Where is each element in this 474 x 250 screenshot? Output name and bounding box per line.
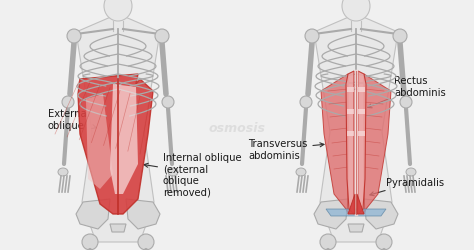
Polygon shape bbox=[314, 17, 398, 242]
Circle shape bbox=[67, 30, 81, 44]
Polygon shape bbox=[348, 224, 364, 232]
Polygon shape bbox=[110, 224, 126, 232]
Circle shape bbox=[400, 96, 412, 108]
Polygon shape bbox=[78, 75, 153, 214]
Polygon shape bbox=[110, 85, 138, 194]
Polygon shape bbox=[86, 94, 113, 189]
Polygon shape bbox=[321, 75, 348, 214]
Polygon shape bbox=[364, 75, 391, 214]
Ellipse shape bbox=[342, 0, 370, 22]
Polygon shape bbox=[314, 199, 348, 229]
Circle shape bbox=[376, 234, 392, 250]
Circle shape bbox=[320, 234, 336, 250]
Ellipse shape bbox=[58, 168, 68, 176]
Circle shape bbox=[393, 30, 407, 44]
Text: External
oblique: External oblique bbox=[48, 109, 96, 130]
Circle shape bbox=[305, 30, 319, 44]
Circle shape bbox=[162, 96, 174, 108]
Text: Transversus
abdominis: Transversus abdominis bbox=[248, 139, 324, 160]
Circle shape bbox=[155, 30, 169, 44]
Polygon shape bbox=[347, 88, 354, 93]
Ellipse shape bbox=[104, 0, 132, 22]
Circle shape bbox=[138, 234, 154, 250]
Text: Pyramidalis: Pyramidalis bbox=[370, 177, 444, 196]
Ellipse shape bbox=[296, 168, 306, 176]
Polygon shape bbox=[357, 194, 364, 214]
Polygon shape bbox=[358, 110, 365, 114]
Polygon shape bbox=[364, 199, 398, 229]
Polygon shape bbox=[348, 194, 355, 214]
Polygon shape bbox=[347, 110, 354, 114]
Polygon shape bbox=[326, 209, 386, 216]
Polygon shape bbox=[76, 17, 160, 242]
Circle shape bbox=[300, 96, 312, 108]
Circle shape bbox=[62, 96, 74, 108]
Ellipse shape bbox=[406, 168, 416, 176]
Polygon shape bbox=[358, 88, 365, 93]
Polygon shape bbox=[126, 199, 160, 229]
Text: osmosis: osmosis bbox=[209, 121, 265, 134]
Polygon shape bbox=[346, 72, 354, 214]
Text: Internal oblique
(external
oblique
removed): Internal oblique (external oblique remov… bbox=[144, 152, 242, 196]
Polygon shape bbox=[347, 132, 354, 136]
Circle shape bbox=[82, 234, 98, 250]
Polygon shape bbox=[76, 199, 110, 229]
Ellipse shape bbox=[168, 168, 178, 176]
Text: Rectus
abdominis: Rectus abdominis bbox=[368, 76, 446, 108]
Polygon shape bbox=[358, 72, 366, 214]
Polygon shape bbox=[358, 132, 365, 136]
